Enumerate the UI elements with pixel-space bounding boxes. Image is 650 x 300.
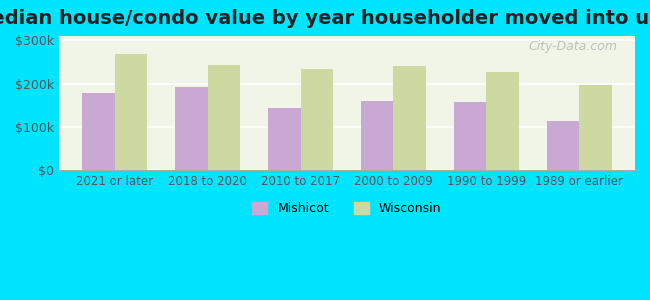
Text: Median house/condo value by year householder moved into unit: Median house/condo value by year househo… xyxy=(0,9,650,28)
Text: City-Data.com: City-Data.com xyxy=(529,40,617,53)
Bar xyxy=(207,65,240,170)
Bar xyxy=(175,87,207,170)
Bar xyxy=(393,66,426,170)
Bar xyxy=(454,102,486,170)
Bar xyxy=(547,121,579,170)
Bar xyxy=(115,54,148,170)
Bar xyxy=(361,101,393,170)
Bar xyxy=(300,69,333,170)
Bar xyxy=(82,93,115,170)
Bar xyxy=(268,108,300,170)
Bar xyxy=(579,85,612,170)
Legend: Mishicot, Wisconsin: Mishicot, Wisconsin xyxy=(248,197,447,220)
Bar xyxy=(486,71,519,170)
